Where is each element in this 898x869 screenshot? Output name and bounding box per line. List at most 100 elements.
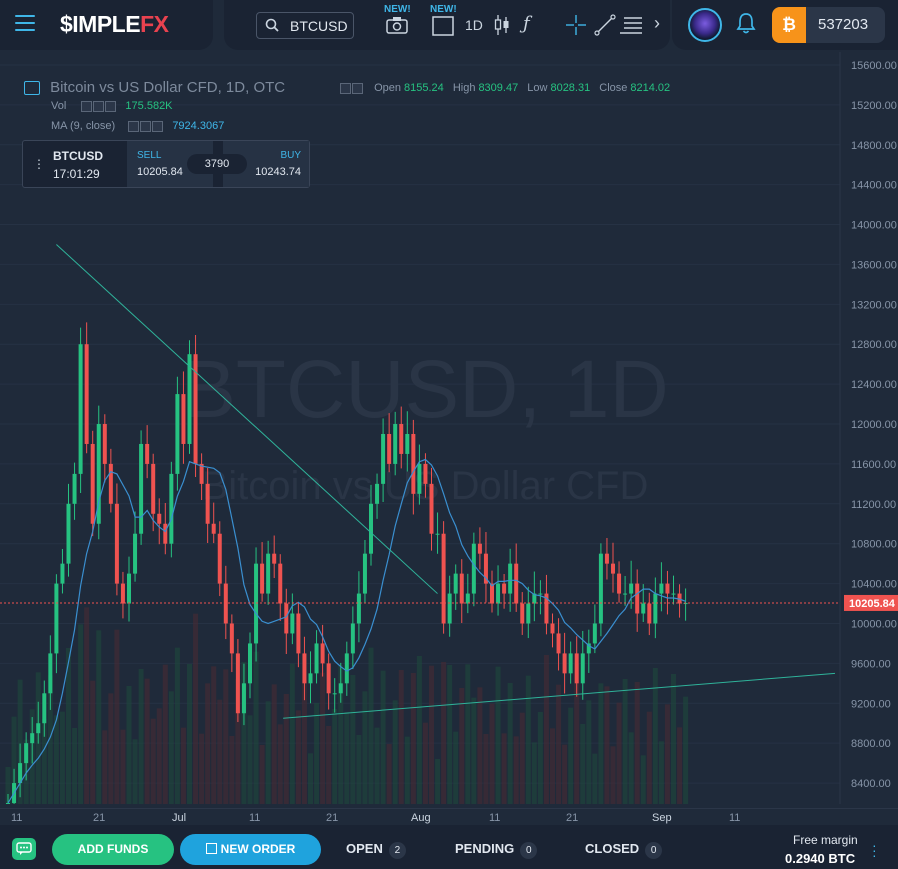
low-label: Low <box>527 82 548 94</box>
candle-body <box>568 653 573 674</box>
high-label: High <box>452 82 476 94</box>
camera-icon[interactable] <box>386 16 408 34</box>
candles-icon[interactable] <box>494 14 510 36</box>
eye-icon[interactable] <box>128 120 140 132</box>
interval-button[interactable]: 1D <box>465 17 483 33</box>
eye-icon[interactable] <box>340 82 351 94</box>
candle-body <box>254 563 259 644</box>
y-tick-label: 10800.00 <box>851 539 897 551</box>
ma-indicator: MA (9, close) 7924.3067 <box>51 120 224 132</box>
y-tick-label: 14800.00 <box>851 140 897 152</box>
bell-icon[interactable] <box>736 12 756 34</box>
crosshair-icon[interactable] <box>566 15 586 35</box>
volume-bar <box>132 739 138 807</box>
volume-bar <box>332 709 338 807</box>
volume-bar <box>483 734 489 807</box>
search-icon <box>265 18 279 32</box>
y-tick-label: 13600.00 <box>851 259 897 271</box>
fib-icon[interactable] <box>620 16 642 34</box>
symbol-icon[interactable] <box>24 80 40 95</box>
volume-bar <box>683 696 689 807</box>
new-badge: NEW! <box>384 4 411 15</box>
volume-bar <box>592 753 598 807</box>
volume-bar <box>410 673 416 807</box>
eye-icon[interactable] <box>81 100 93 112</box>
volume-bar <box>144 678 150 807</box>
avatar[interactable] <box>688 8 722 42</box>
current-price-badge <box>844 594 898 611</box>
tab-open[interactable]: OPEN 2 <box>346 841 406 859</box>
volume-bar <box>180 727 186 807</box>
volume-bar <box>634 682 640 807</box>
candle-body <box>108 463 113 504</box>
tab-closed-label: CLOSED <box>585 841 640 856</box>
new-order-button[interactable]: NEW ORDER <box>180 834 321 865</box>
price-chart[interactable]: 15600.00 15200.00 14800.00 14400.00 14000.00… <box>0 52 898 808</box>
bottom-bar: ADD FUNDS NEW ORDER OPEN 2 PENDING 0 CLOSE… <box>0 825 898 869</box>
candle-body <box>611 563 615 574</box>
tab-pending[interactable]: PENDING 0 <box>455 841 538 859</box>
tab-open-count: 2 <box>388 842 406 859</box>
candle-body <box>526 603 531 624</box>
volume-bar <box>211 666 217 807</box>
account-balance[interactable]: ₿ 537203 <box>772 7 885 43</box>
volume-bar <box>471 697 477 807</box>
candle-body <box>653 593 658 624</box>
volume-bar <box>41 719 47 807</box>
candle-body <box>72 473 77 504</box>
candle-body <box>538 593 543 595</box>
ticket-symbol: BTCUSD <box>53 149 103 163</box>
volume-bar <box>429 665 434 807</box>
candle-body <box>90 443 95 524</box>
volume-bar <box>671 674 676 807</box>
tab-closed-count: 0 <box>645 842 663 859</box>
candle-body <box>296 613 301 654</box>
candle-body <box>30 733 35 744</box>
volume-bar <box>11 716 17 807</box>
volume-bar <box>247 715 253 807</box>
volume-bar <box>628 732 634 807</box>
volume-bar <box>392 700 398 807</box>
candle-body <box>84 344 89 444</box>
candle-body <box>302 653 307 684</box>
x-tick-label: 21 <box>566 812 579 824</box>
candle-body <box>387 433 392 464</box>
chat-bubble-icon <box>16 842 32 855</box>
candle-body <box>229 623 234 654</box>
tab-closed[interactable]: CLOSED 0 <box>585 841 663 859</box>
volume-bar <box>217 699 223 807</box>
y-tick-label: 10000.00 <box>851 618 897 630</box>
indicators-icon[interactable]: ƒ <box>523 13 530 34</box>
more-icon[interactable]: · · · <box>872 837 877 863</box>
volume-bar <box>501 733 507 807</box>
candle-body <box>617 573 622 594</box>
new-badge: NEW! <box>430 4 457 15</box>
volume-bar <box>283 694 289 807</box>
volume-bar <box>253 651 259 807</box>
settings-icon[interactable] <box>93 100 105 112</box>
resistance-trendline <box>56 244 438 594</box>
layout-icon[interactable] <box>432 16 454 36</box>
close-icon[interactable] <box>105 100 117 112</box>
trendline-icon[interactable] <box>594 14 616 36</box>
volume-bar <box>658 741 664 807</box>
volume-bar <box>205 683 211 807</box>
volume-bar <box>513 736 519 807</box>
candle-body <box>320 643 325 664</box>
close-icon[interactable] <box>152 120 164 132</box>
settings-icon[interactable] <box>140 120 152 132</box>
low-value: 8028.31 <box>550 82 591 94</box>
chat-icon[interactable] <box>12 838 36 860</box>
settings-icon[interactable] <box>352 82 363 94</box>
ticket-menu-icon[interactable]: ⋮ <box>33 157 45 171</box>
top-bar: $IMPLEFX BTCUSD NEW! NEW! 1D ƒ › ₿ 53720… <box>0 0 898 52</box>
candle-body <box>199 463 204 484</box>
volume-bar <box>435 759 441 807</box>
chevron-right-icon[interactable]: › <box>654 13 660 33</box>
y-tick-label: 14000.00 <box>851 220 897 232</box>
menu-icon[interactable] <box>15 15 35 31</box>
symbol-search[interactable]: BTCUSD <box>256 12 354 39</box>
ma-label: MA (9, close) <box>51 120 116 132</box>
logo[interactable]: $IMPLEFX <box>60 11 169 37</box>
add-funds-button[interactable]: ADD FUNDS <box>52 834 174 865</box>
